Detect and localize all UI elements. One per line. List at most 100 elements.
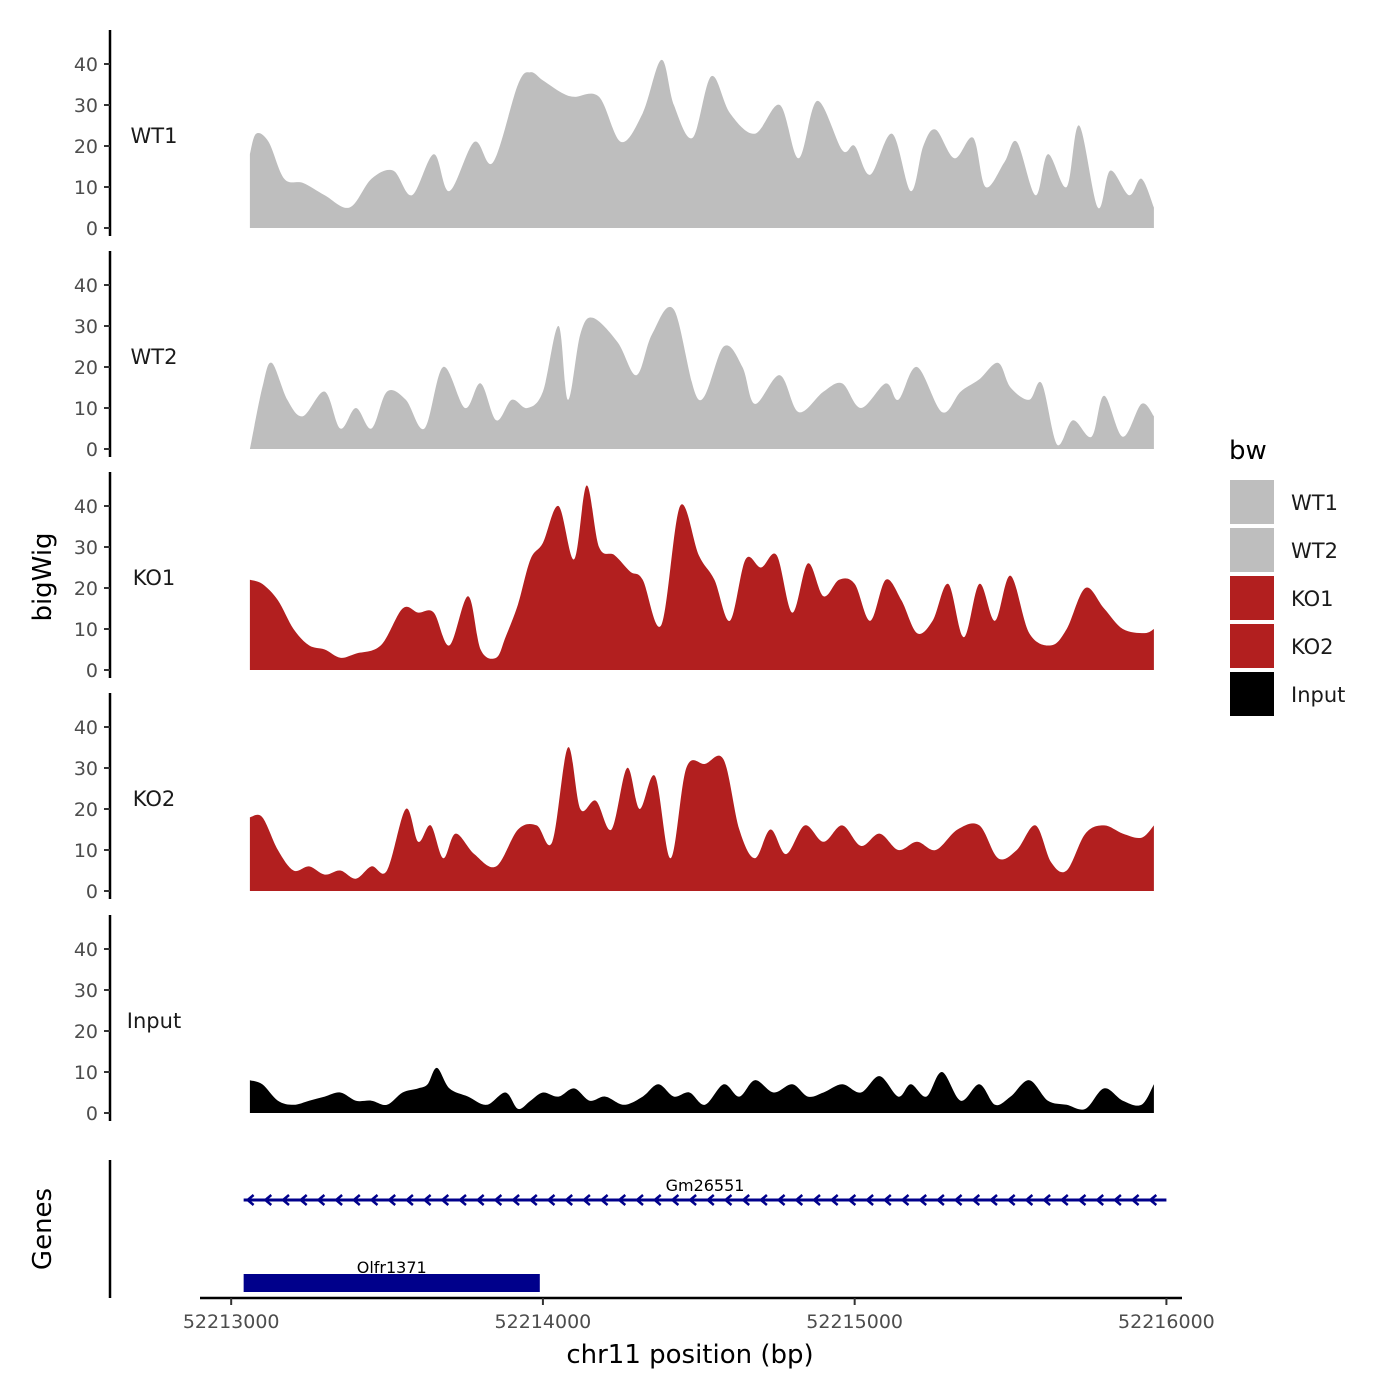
gene-olfr1371: Olfr1371 [243, 1258, 540, 1292]
x-tick-label: 52215000 [806, 1311, 903, 1333]
strand-arrow [989, 1194, 998, 1206]
strand-arrow [422, 1194, 432, 1206]
strand-arrow [298, 1194, 308, 1206]
y-tick-label: 40 [74, 717, 98, 739]
legend-entry-ko2: KO2 [1230, 624, 1334, 668]
y-tick-label: 10 [74, 398, 98, 420]
y-tick-label: 0 [86, 1103, 98, 1125]
x-tick-label: 52213000 [183, 1311, 280, 1333]
legend-label: KO1 [1291, 587, 1334, 611]
strand-arrow [599, 1194, 609, 1206]
gene-body [243, 1274, 540, 1292]
strand-arrow [882, 1194, 892, 1206]
y-tick-label: 40 [74, 496, 98, 518]
y-tick-label: 30 [74, 537, 98, 559]
track-label-input: Input [127, 1009, 181, 1033]
y-tick-label: 40 [74, 939, 98, 961]
strand-arrow [404, 1194, 414, 1206]
y-tick-label: 20 [74, 357, 98, 379]
strand-arrow [829, 1194, 839, 1206]
legend: WT1 WT2 KO1 KO2 Input [1230, 480, 1345, 716]
signal-area-ko1 [249, 485, 1154, 670]
strand-arrow [1112, 1194, 1122, 1206]
track-ko1: 0 10 20 30 40 KO1 [74, 472, 1154, 682]
y-tick-label: 20 [74, 578, 98, 600]
legend-swatch [1230, 624, 1274, 668]
strand-arrow [1148, 1194, 1158, 1206]
genes-group: Gm26551 Olfr1371 [108, 1160, 1167, 1298]
strand-arrow [316, 1194, 326, 1206]
strand-arrow [918, 1194, 928, 1206]
y-tick-label: 10 [74, 840, 98, 862]
legend-swatch [1230, 480, 1274, 524]
y-tick-label: 10 [74, 619, 98, 641]
y-tick-label: 0 [86, 660, 98, 682]
y-tick-label: 0 [86, 439, 98, 461]
legend-swatch [1230, 576, 1274, 620]
strand-arrow [493, 1194, 503, 1206]
genes-axis-title: Genes [28, 1188, 58, 1270]
y-tick-label: 30 [74, 316, 98, 338]
track-label-ko1: KO1 [133, 566, 176, 590]
strand-arrow [245, 1194, 255, 1206]
legend-label: Input [1291, 683, 1345, 707]
strand-arrow [564, 1194, 574, 1206]
strand-arrow [847, 1194, 857, 1206]
track-label-wt1: WT1 [131, 124, 178, 148]
track-wt1: 0 10 20 30 40 WT1 [74, 30, 1154, 240]
strand-arrow [1059, 1194, 1069, 1206]
track-label-ko2: KO2 [133, 787, 176, 811]
y-tick-label: 30 [74, 95, 98, 117]
legend-title: bw [1229, 436, 1267, 466]
strand-arrow [1130, 1194, 1140, 1206]
y-tick-label: 0 [86, 218, 98, 240]
y-tick-label: 30 [74, 758, 98, 780]
strand-arrow [635, 1194, 644, 1206]
y-tick-label: 40 [74, 275, 98, 297]
y-tick-label: 20 [74, 1021, 98, 1043]
strand-arrow [369, 1194, 379, 1206]
gene-label: Gm26551 [666, 1176, 745, 1195]
x-tick-label: 52216000 [1118, 1311, 1215, 1333]
y-tick-label: 20 [74, 136, 98, 158]
strand-arrow [794, 1194, 804, 1206]
strand-arrow [1006, 1194, 1016, 1206]
strand-arrow [741, 1194, 751, 1206]
strand-arrow [581, 1194, 591, 1206]
strand-arrow [617, 1194, 627, 1206]
strand-arrow [705, 1194, 715, 1206]
strand-arrow [528, 1194, 538, 1206]
legend-entry-input: Input [1230, 672, 1345, 716]
gene-gm26551: Gm26551 [243, 1176, 1167, 1206]
x-axis-title: chr11 position (bp) [566, 1340, 813, 1370]
track-ko2: 0 10 20 30 40 KO2 [74, 693, 1154, 903]
legend-label: KO2 [1291, 635, 1334, 659]
strand-arrow [758, 1194, 768, 1206]
legend-swatch [1230, 672, 1274, 716]
signal-area-wt1 [249, 59, 1154, 228]
y-tick-label: 10 [74, 1062, 98, 1084]
legend-entry-wt2: WT2 [1230, 528, 1338, 572]
strand-arrow [334, 1194, 343, 1206]
strand-arrow [670, 1194, 680, 1206]
y-tick-label: 20 [74, 799, 98, 821]
strand-arrow [652, 1194, 662, 1206]
y-tick-label: 0 [86, 881, 98, 903]
strand-arrow [776, 1194, 786, 1206]
strand-arrow [263, 1194, 273, 1206]
strand-arrow [953, 1194, 963, 1206]
strand-arrow [281, 1194, 290, 1206]
strand-arrow [387, 1194, 397, 1206]
y-tick-label: 40 [74, 54, 98, 76]
strand-arrow [723, 1194, 733, 1206]
strand-arrow [935, 1194, 945, 1206]
strand-arrow [440, 1194, 450, 1206]
signal-area-ko2 [249, 747, 1154, 891]
strand-arrow [688, 1194, 697, 1206]
strand-arrow [546, 1194, 556, 1206]
strand-arrow [351, 1194, 361, 1206]
track-label-wt2: WT2 [131, 345, 178, 369]
strand-arrow [900, 1194, 910, 1206]
signal-area-wt2 [249, 306, 1154, 449]
